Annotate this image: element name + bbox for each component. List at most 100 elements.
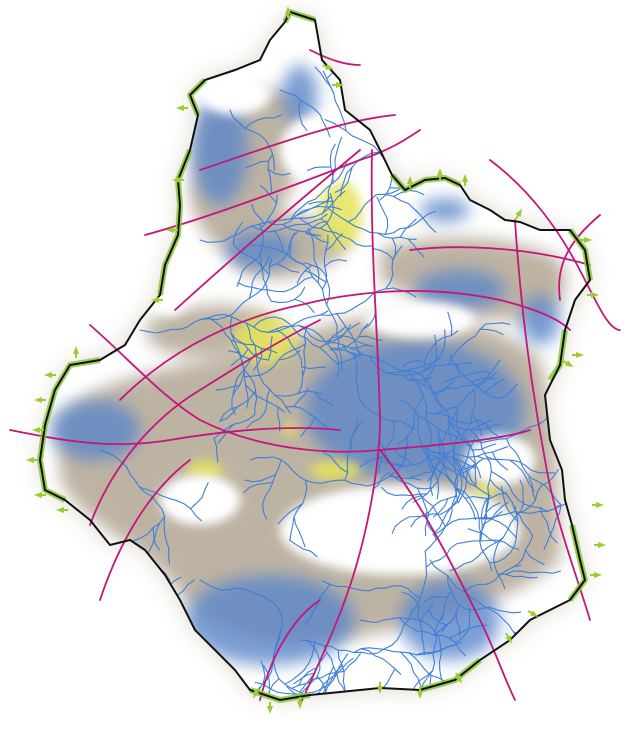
river [399,210,436,230]
river [477,371,498,388]
river [254,681,302,695]
river [337,354,361,365]
river [303,649,346,700]
river [351,718,373,729]
green-arrow-icon [56,507,68,513]
water-zone [400,580,500,660]
river [266,205,343,226]
green-arrow-icon [34,397,46,403]
river [401,591,420,608]
river [267,335,273,361]
river [381,668,396,690]
river [245,322,292,414]
river [472,443,497,451]
river [260,276,314,293]
river [424,511,430,537]
road [99,459,191,601]
river [262,459,282,520]
river [298,217,373,247]
water-zone [420,198,470,222]
river [417,487,447,528]
river [371,247,394,260]
road [9,427,341,446]
river [176,579,196,597]
river [322,580,421,599]
river [456,487,482,536]
river [454,434,477,503]
green-arrow-icon [176,105,188,111]
river [391,513,441,534]
river [305,232,329,244]
road [144,129,421,236]
water-zone [225,232,295,268]
green-arrow-icon [73,346,79,358]
river [231,696,274,700]
river [485,455,556,474]
river [462,389,476,436]
river [323,451,349,474]
river [490,501,509,520]
river [528,476,536,501]
green-arrow-icon [377,682,383,694]
river [335,653,349,676]
road [174,149,361,311]
river [286,686,328,700]
river [307,227,320,284]
river [360,648,402,675]
river [493,479,525,589]
river [275,328,303,368]
green-arrow-icon [515,208,522,220]
green-arrow-icon [26,457,38,463]
road [199,114,396,171]
river [449,354,460,377]
river [308,666,335,700]
river [217,423,234,444]
river [243,481,274,494]
river [230,348,249,367]
water-zone [415,270,505,310]
river [505,573,538,579]
river [457,464,468,504]
green-arrow-icon [417,687,423,699]
river [267,153,274,194]
river [455,607,471,644]
river [340,322,360,339]
river [267,168,291,176]
river [409,471,434,478]
white-clearing [280,485,520,575]
river [246,388,271,429]
river [232,243,271,276]
river [489,478,534,537]
river [244,474,277,483]
river [273,229,284,253]
river [482,502,501,520]
river [306,166,332,171]
river [497,570,561,575]
river [424,453,458,487]
river [376,196,389,235]
river [285,406,328,428]
river [289,232,296,257]
river [248,255,270,299]
river [468,456,482,479]
road-network [9,49,621,706]
river [398,617,466,657]
green-arrow-icon [592,502,604,508]
river [267,734,304,746]
river [455,611,461,637]
river [388,475,422,481]
water-zone [50,400,140,460]
river [274,390,323,397]
river [423,363,436,386]
river [334,166,353,193]
river [299,550,428,655]
river [289,539,318,558]
river [469,419,493,431]
yellow-zone [310,460,360,480]
river [524,549,545,565]
river [375,453,428,467]
river [423,596,448,603]
river [230,332,270,361]
river [375,732,376,746]
road [89,324,531,453]
